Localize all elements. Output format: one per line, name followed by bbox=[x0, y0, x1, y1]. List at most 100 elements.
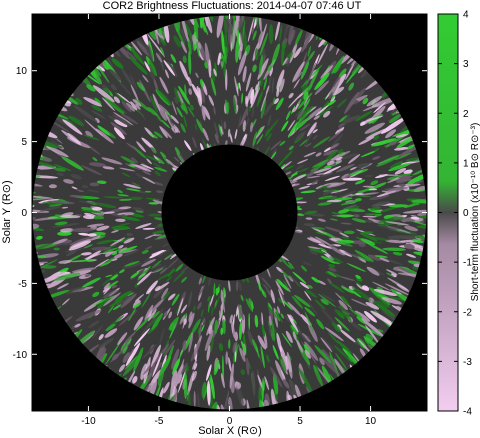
fluctuation-streak bbox=[287, 119, 296, 131]
fluctuation-streak bbox=[32, 224, 45, 231]
fluctuation-streak bbox=[268, 71, 272, 92]
fluctuation-streak bbox=[321, 293, 336, 303]
fluctuation-streak bbox=[90, 246, 112, 251]
fluctuation-streak bbox=[192, 136, 197, 149]
fluctuation-streak bbox=[307, 300, 318, 316]
fluctuation-streak bbox=[305, 115, 311, 121]
fluctuation-streak bbox=[292, 61, 305, 83]
fluctuation-streak bbox=[113, 253, 123, 259]
fluctuation-streak bbox=[203, 106, 211, 120]
fluctuation-streak bbox=[315, 105, 329, 117]
fluctuation-streak bbox=[319, 20, 331, 41]
fluctuation-streak bbox=[273, 98, 279, 105]
fluctuation-streak bbox=[246, 399, 252, 411]
fluctuation-streak bbox=[320, 337, 333, 353]
fluctuation-streak bbox=[81, 184, 89, 189]
fluctuation-streak bbox=[362, 215, 377, 218]
fluctuation-streak bbox=[121, 262, 142, 269]
fluctuation-streak bbox=[314, 80, 330, 95]
fluctuation-streak bbox=[142, 343, 157, 359]
fluctuation-streak bbox=[116, 78, 132, 96]
fluctuation-streak bbox=[267, 119, 279, 134]
fluctuation-streak bbox=[107, 47, 114, 58]
fluctuation-streak bbox=[236, 384, 244, 407]
fluctuation-streak bbox=[283, 14, 292, 41]
fluctuation-streak bbox=[156, 190, 164, 194]
fluctuation-streak bbox=[270, 151, 277, 160]
fluctuation-streak bbox=[184, 332, 193, 351]
fluctuation-streak bbox=[32, 223, 40, 230]
fluctuation-streak bbox=[56, 283, 69, 290]
fluctuation-streak bbox=[316, 184, 331, 190]
fluctuation-streak bbox=[378, 216, 404, 224]
fluctuation-streak bbox=[388, 162, 412, 172]
fluctuation-streak bbox=[277, 159, 284, 168]
fluctuation-streak bbox=[364, 122, 386, 134]
fluctuation-streak bbox=[223, 121, 227, 130]
fluctuation-streak bbox=[98, 365, 108, 373]
fluctuation-streak bbox=[159, 327, 165, 346]
fluctuation-streak bbox=[157, 211, 171, 215]
fluctuation-streak bbox=[323, 338, 335, 351]
fluctuation-streak bbox=[232, 96, 237, 115]
y-axis-ticks: -10 -5 0 5 10 bbox=[13, 66, 427, 361]
fluctuation-streak bbox=[110, 274, 119, 281]
fluctuation-streak bbox=[34, 144, 50, 151]
fluctuation-streak bbox=[315, 389, 327, 408]
fluctuation-streak bbox=[48, 184, 57, 189]
fluctuation-streak bbox=[335, 353, 348, 371]
fluctuation-streak bbox=[137, 265, 151, 281]
fluctuation-streak bbox=[362, 285, 370, 291]
fluctuation-streak bbox=[223, 34, 229, 53]
fluctuation-streak bbox=[126, 188, 141, 192]
fluctuation-streak bbox=[307, 50, 315, 62]
fluctuation-streak bbox=[313, 115, 320, 120]
fluctuation-streak bbox=[314, 344, 332, 364]
fluctuation-streak bbox=[388, 141, 396, 146]
fluctuation-streak bbox=[356, 162, 370, 169]
fluctuation-streak bbox=[407, 188, 426, 192]
x-tick-label: 10 bbox=[365, 416, 377, 427]
fluctuation-streak bbox=[103, 286, 112, 295]
x-axis-label: Solar X (R⊙) bbox=[198, 425, 262, 437]
fluctuation-streak bbox=[87, 233, 97, 237]
fluctuation-streak bbox=[210, 70, 216, 82]
fluctuation-streak bbox=[365, 66, 371, 71]
fluctuation-streak bbox=[221, 296, 226, 313]
fluctuation-streak bbox=[299, 281, 310, 289]
fluctuation-streak bbox=[256, 134, 264, 145]
fluctuation-streak bbox=[229, 133, 233, 143]
fluctuation-streak bbox=[118, 364, 126, 373]
fluctuation-streak bbox=[72, 67, 92, 87]
fluctuation-streak bbox=[245, 298, 253, 312]
fluctuation-streak bbox=[184, 140, 192, 151]
fluctuation-streak bbox=[150, 297, 166, 313]
fluctuation-streak bbox=[92, 57, 110, 84]
fluctuation-streak bbox=[261, 377, 265, 402]
fluctuation-streak bbox=[272, 97, 276, 106]
fluctuation-streak bbox=[82, 70, 101, 85]
fluctuation-streak bbox=[108, 372, 116, 382]
fluctuation-streak bbox=[280, 313, 285, 319]
fluctuation-streak bbox=[282, 57, 288, 66]
fluctuation-streak bbox=[216, 404, 222, 411]
fluctuation-streak bbox=[402, 209, 427, 214]
fluctuation-streak bbox=[281, 332, 292, 347]
fluctuation-streak bbox=[410, 215, 418, 217]
fluctuation-streak bbox=[261, 277, 272, 289]
fluctuation-streak bbox=[101, 157, 123, 165]
fluctuation-streak bbox=[126, 142, 140, 153]
fluctuation-streak bbox=[41, 297, 48, 304]
fluctuation-streak bbox=[146, 158, 152, 165]
fluctuation-streak bbox=[340, 222, 352, 225]
fluctuation-streak bbox=[172, 270, 186, 283]
fluctuation-streak bbox=[331, 55, 345, 75]
fluctuation-streak bbox=[32, 149, 43, 157]
fluctuation-streak bbox=[71, 331, 79, 336]
fluctuation-streak bbox=[410, 216, 420, 220]
fluctuation-streak bbox=[335, 126, 345, 135]
fluctuation-streak bbox=[193, 305, 196, 312]
fluctuation-streak bbox=[319, 247, 327, 252]
fluctuation-streak bbox=[180, 362, 188, 375]
fluctuation-streak bbox=[289, 183, 301, 187]
